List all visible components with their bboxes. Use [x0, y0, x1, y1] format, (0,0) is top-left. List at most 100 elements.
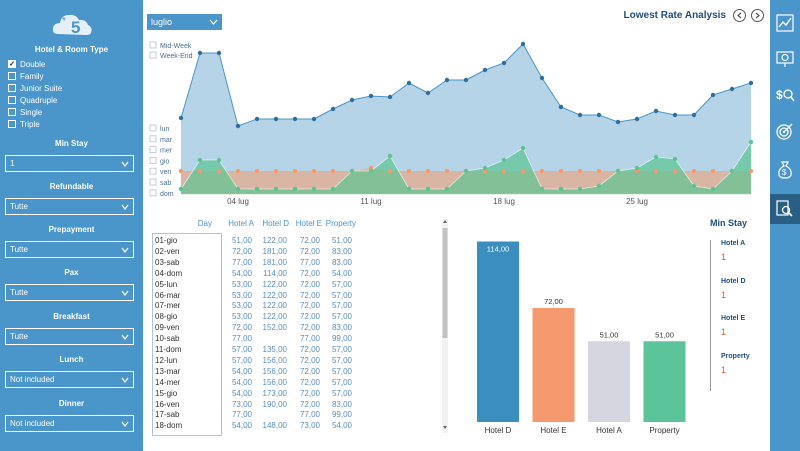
hotel-e-point [254, 168, 260, 174]
table-cell-day: 09-ven [155, 323, 180, 333]
table-cell-day: 10-sab [155, 334, 180, 344]
filter-dropdown-value: Not included [10, 419, 55, 428]
filter-dropdown[interactable]: Tutte [5, 198, 134, 215]
money-search-icon[interactable]: $ [774, 84, 796, 106]
target-icon[interactable] [774, 120, 796, 142]
hotel-d-point [406, 80, 412, 86]
filter-dropdown[interactable]: Tutte [5, 284, 134, 301]
hotel-a-point [729, 168, 735, 174]
room-type-checkbox[interactable]: Single [8, 106, 62, 118]
table-row[interactable]: 01-gio 51,00 122,00 72,00 51,00 [152, 236, 442, 247]
table-cell-rate: 53,00 [231, 279, 252, 289]
table-cell-rate: 72,00 [299, 312, 320, 322]
bar-category-label: Hotel E [540, 426, 566, 435]
prev-page-button[interactable] [733, 9, 746, 22]
table-row[interactable]: 11-dom 57,00 135,00 72,00 57,00 [152, 345, 442, 356]
x-tick-label: 18 lug [493, 197, 515, 206]
hotel-d-point [292, 116, 298, 122]
room-type-checkbox[interactable]: Triple [8, 118, 62, 130]
checkbox-checked-icon: ✓ [8, 60, 16, 68]
table-cell-day: 17-sab [155, 410, 180, 420]
hotel-a-point [235, 186, 241, 192]
table-cell-rate: 122,00 [262, 279, 287, 289]
table-cell-rate: 53,00 [231, 301, 252, 311]
table-cell-day: 04-dom [155, 268, 183, 278]
logo-icon: 5 * [52, 14, 92, 37]
room-type-checkbox[interactable]: Family [8, 70, 62, 82]
table-cell-rate: 156,00 [262, 377, 287, 387]
trend-chart-icon[interactable] [774, 12, 796, 34]
table-cell-rate: 72,00 [299, 323, 320, 333]
month-dropdown[interactable]: luglio [147, 14, 222, 30]
hotel-e-point [539, 168, 545, 174]
table-row[interactable]: 17-sab 77,00 77,00 99,00 [152, 410, 442, 421]
table-cell-rate: 57,00 [331, 345, 352, 354]
hotel-d-point [330, 106, 336, 112]
legend-checkbox-icon [149, 167, 157, 175]
filter-dropdown-value: 1 [10, 159, 15, 168]
day-legend-label: gio [160, 158, 169, 165]
room-type-label: Single [20, 107, 43, 117]
table-row[interactable]: 18-dom 54,00 148,00 73,00 54,00 [152, 421, 442, 432]
filter-dropdown[interactable]: 1 [5, 155, 134, 172]
room-type-checkbox[interactable]: Quadruple [8, 94, 62, 106]
hotel-e-point [520, 168, 526, 174]
filter-dropdown[interactable]: Not included [5, 415, 134, 432]
hotel-d-point [197, 50, 203, 56]
table-cell-day: 05-lun [155, 279, 178, 289]
table-row[interactable]: 13-mar 54,00 156,00 72,00 57,00 [152, 367, 442, 378]
table-row[interactable]: 06-mar 53,00 122,00 72,00 57,00 [152, 291, 442, 302]
filter-title: Refundable [49, 182, 94, 191]
table-row[interactable]: 04-dom 54,00 114,00 72,00 54,00 [152, 269, 442, 280]
table-row[interactable]: 15-gio 54,00 173,00 72,00 57,00 [152, 389, 442, 400]
hotel-d-point [216, 50, 222, 56]
table-row[interactable]: 03-sab 77,00 181,00 77,00 83,00 [152, 258, 442, 269]
table-row[interactable]: 05-lun 53,00 122,00 72,00 57,00 [152, 280, 442, 291]
table-cell-day: 08-gio [155, 312, 178, 322]
hotel-d-point [520, 41, 526, 47]
table-cell-rate: 72,00 [299, 279, 320, 289]
table-cell-day: 16-ven [155, 399, 180, 409]
filter-dropdown[interactable]: Tutte [5, 241, 134, 258]
table-row[interactable]: 07-mer 53,00 122,00 72,00 57,00 [152, 301, 442, 312]
table-cell-rate: 77,00 [299, 334, 320, 344]
hotel-a-point [463, 168, 469, 174]
hotel-a-point [292, 186, 298, 192]
table-row[interactable]: 16-ven 73,00 190,00 72,00 83,00 [152, 400, 442, 411]
table-cell-rate: 57,00 [331, 388, 352, 398]
table-cell-rate: 57,00 [331, 312, 352, 322]
svg-text:5: 5 [71, 18, 80, 37]
report-search-icon[interactable] [770, 194, 800, 224]
table-column-header: Hotel E [295, 219, 322, 228]
hotel-a-point [216, 157, 222, 163]
chevron-down-icon [121, 247, 129, 253]
min-stay-title: Min Stay [710, 218, 748, 228]
filter-dropdown[interactable]: Tutte [5, 328, 134, 345]
table-row[interactable]: 14-mer 54,00 156,00 72,00 57,00 [152, 378, 442, 389]
room-type-checkbox[interactable]: Junior Suite [8, 82, 62, 94]
money-bag-icon[interactable]: $ [774, 158, 796, 180]
next-page-button[interactable] [751, 9, 764, 22]
filter-dropdown[interactable]: Not included [5, 371, 134, 388]
table-row[interactable]: 02-ven 72,00 181,00 72,00 83,00 [152, 247, 442, 258]
bar-hotel-a [588, 341, 630, 422]
table-row[interactable]: 09-ven 72,00 152,00 72,00 83,00 [152, 323, 442, 334]
week-legend-label: Week-End [160, 53, 193, 60]
table-cell-rate: 72,00 [299, 268, 320, 278]
week-legend-label: Mid-Week [160, 43, 192, 50]
table-cell-rate: 51,00 [331, 236, 352, 245]
table-scrollbar[interactable] [441, 218, 449, 433]
hotel-a-point [501, 157, 507, 163]
table-row[interactable]: 12-lun 57,00 156,00 72,00 57,00 [152, 356, 442, 367]
hotel-d-area [181, 44, 751, 194]
chevron-down-icon [209, 19, 218, 25]
room-type-checkbox[interactable]: ✓ Double [8, 58, 62, 70]
hotel-d-point [634, 116, 640, 122]
presentation-icon[interactable] [774, 48, 796, 70]
hotel-d-point [653, 108, 659, 114]
legend-checkbox-icon [149, 189, 157, 197]
hotel-d-point [729, 86, 735, 92]
table-cell-rate: 72,00 [299, 388, 320, 398]
table-row[interactable]: 08-gio 53,00 122,00 72,00 57,00 [152, 312, 442, 323]
table-row[interactable]: 10-sab 77,00 77,00 99,00 [152, 334, 442, 345]
